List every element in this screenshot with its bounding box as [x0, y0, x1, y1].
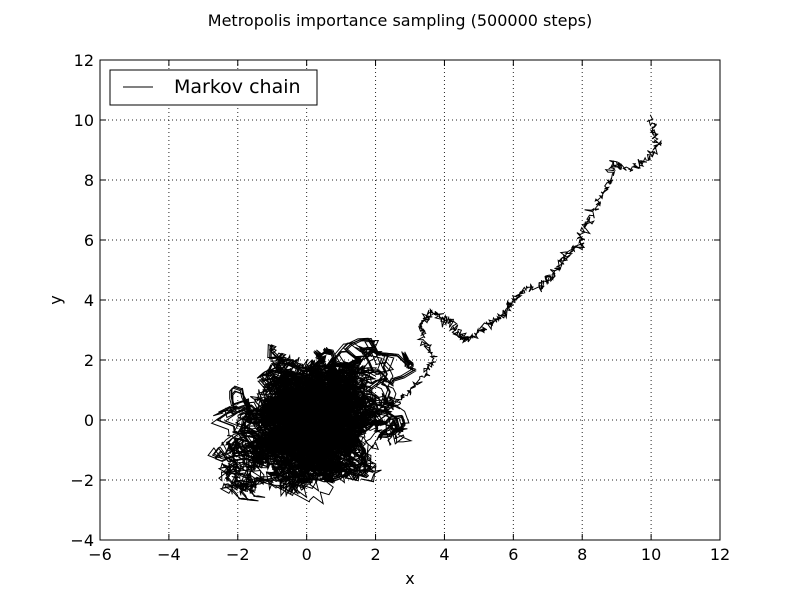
series-layer — [207, 114, 662, 505]
y-tick-labels: −4 −2 0 2 4 6 8 10 12 — [70, 51, 94, 550]
grid-lines — [100, 60, 720, 540]
legend-entry-markov-chain: Markov chain — [174, 76, 301, 98]
y-tick-label: 0 — [84, 411, 94, 430]
tick-marks — [99, 59, 721, 541]
markov-chain-cloud-segment — [211, 347, 383, 498]
x-tick-label: 8 — [577, 545, 587, 564]
y-tick-label: 10 — [74, 111, 94, 130]
y-axis-label: y — [46, 295, 65, 304]
y-tick-label: −4 — [70, 531, 94, 550]
x-tick-label: 2 — [370, 545, 380, 564]
x-tick-label: 10 — [641, 545, 661, 564]
x-tick-label: 4 — [439, 545, 449, 564]
legend: Markov chain — [109, 69, 318, 106]
x-tick-label: −4 — [157, 545, 181, 564]
plot-area — [99, 59, 721, 541]
y-tick-label: 12 — [74, 51, 94, 70]
chart-title: Metropolis importance sampling (500000 s… — [208, 11, 592, 30]
y-tick-label: 8 — [84, 171, 94, 190]
x-tick-label: 0 — [302, 545, 312, 564]
y-tick-label: −2 — [70, 471, 94, 490]
x-tick-label: 12 — [710, 545, 730, 564]
x-tick-label: −2 — [226, 545, 250, 564]
markov-chain-trail — [307, 114, 662, 426]
x-tick-label: −6 — [88, 545, 112, 564]
y-tick-label: 4 — [84, 291, 94, 310]
x-tick-labels: −6 −4 −2 0 2 4 6 8 10 12 — [88, 545, 730, 564]
x-axis-label: x — [405, 569, 414, 588]
y-tick-label: 6 — [84, 231, 94, 250]
x-tick-label: 6 — [508, 545, 518, 564]
y-tick-label: 2 — [84, 351, 94, 370]
